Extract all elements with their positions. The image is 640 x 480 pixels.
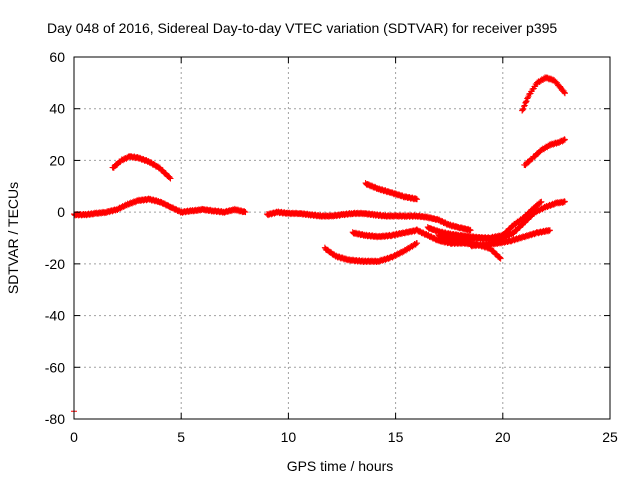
data-point xyxy=(537,199,544,206)
data-point xyxy=(414,196,421,203)
data-point xyxy=(560,199,567,206)
series-arc-5 xyxy=(321,240,421,265)
data-point xyxy=(414,240,421,247)
data-point xyxy=(497,255,504,262)
series-arc-3 xyxy=(178,205,249,216)
data-point xyxy=(241,208,248,215)
x-axis-label: GPS time / hours xyxy=(287,458,394,474)
y-tick-label: -40 xyxy=(45,308,65,324)
y-axis-label: SDTVAR / TECUs xyxy=(5,182,21,294)
series-arc-10 xyxy=(467,227,553,250)
series-arc-4 xyxy=(263,208,474,234)
series-arc-1 xyxy=(71,195,185,219)
data-point xyxy=(561,89,568,96)
data-point xyxy=(467,226,474,233)
series-arc-11 xyxy=(521,136,568,169)
series-arc-7 xyxy=(362,180,421,203)
data-point xyxy=(412,195,419,202)
data-point xyxy=(467,227,474,234)
data-point xyxy=(497,254,504,261)
data-point xyxy=(519,106,526,113)
data-point xyxy=(561,136,568,143)
y-tick-label: 0 xyxy=(57,204,65,220)
data-point xyxy=(522,98,529,105)
data-point xyxy=(167,175,174,182)
y-tick-label: -80 xyxy=(45,411,65,427)
data-point xyxy=(166,174,173,181)
data-point xyxy=(520,105,527,112)
data-point xyxy=(538,198,545,205)
plot-frame xyxy=(73,56,611,420)
data-point xyxy=(561,198,568,205)
y-tick-label: 40 xyxy=(49,101,65,117)
data-point xyxy=(561,90,568,97)
data-point xyxy=(561,198,568,205)
y-tick-label: 20 xyxy=(49,152,65,168)
y-tick-label: 60 xyxy=(49,49,65,65)
data-point xyxy=(521,103,528,110)
data-point xyxy=(521,102,528,109)
x-tick-label: 20 xyxy=(495,429,511,445)
x-tick-label: 25 xyxy=(602,429,618,445)
data-point xyxy=(523,98,530,105)
x-tick-label: 0 xyxy=(70,429,78,445)
series-arc-2 xyxy=(109,153,174,182)
data-point xyxy=(560,137,567,144)
x-tick-label: 10 xyxy=(281,429,297,445)
data-points xyxy=(71,74,568,415)
y-tick-label: -20 xyxy=(45,256,65,272)
axes: 0 5 10 15 20 25 -80 -60 -40 -20 0 20 40 60 xyxy=(45,49,618,445)
chart-title: Day 048 of 2016, Sidereal Day-to-day VTE… xyxy=(47,20,557,36)
data-point xyxy=(546,227,553,234)
series-arc-9 xyxy=(435,198,545,243)
y-tick-label: -60 xyxy=(45,359,65,375)
data-point xyxy=(242,209,249,216)
series-arc-12 xyxy=(519,74,568,114)
data-point xyxy=(412,241,419,248)
x-tick-label: 5 xyxy=(177,429,185,445)
x-tick-label: 15 xyxy=(388,429,404,445)
